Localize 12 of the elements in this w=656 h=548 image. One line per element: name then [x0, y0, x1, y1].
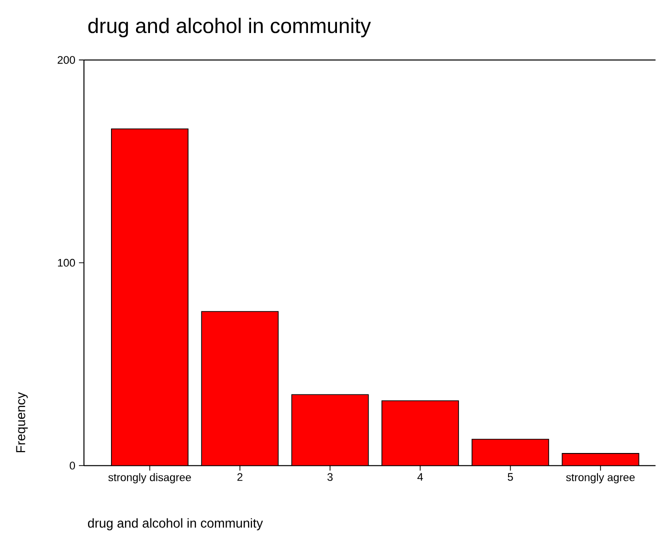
x-tick-label: 4: [417, 473, 423, 481]
x-tick-label: 3: [327, 473, 333, 482]
x-axis-title: drug and alcohol in community: [88, 518, 263, 530]
y-axis-title: Frequency: [16, 392, 28, 452]
x-tick-label: strongly agree: [566, 473, 635, 484]
chart-title: drug and alcohol in community: [88, 18, 371, 38]
x-tick-label: strongly disagree: [108, 473, 191, 484]
x-tick-label: 2: [237, 473, 242, 482]
y-tick-label: 0: [70, 462, 75, 470]
x-tick-label: 5: [508, 473, 513, 481]
y-tick-label: 200: [58, 56, 75, 64]
y-tick-label: 100: [58, 259, 75, 267]
